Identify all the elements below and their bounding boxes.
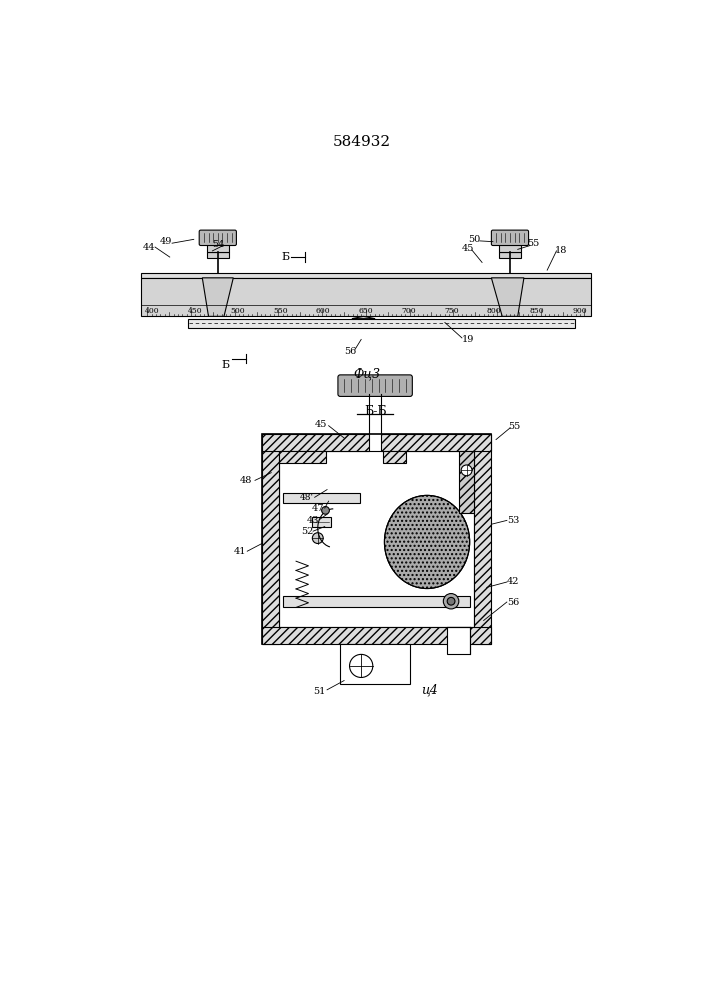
Text: 450: 450 — [187, 307, 202, 315]
Bar — [381, 434, 491, 451]
Bar — [141, 278, 590, 316]
Text: ц4: ц4 — [421, 683, 438, 696]
Text: 45: 45 — [315, 420, 327, 429]
Text: Б-Б: Б-Б — [364, 405, 387, 418]
Text: 53: 53 — [507, 516, 519, 525]
Bar — [499, 252, 521, 258]
Bar — [312, 517, 331, 527]
Text: 56: 56 — [344, 347, 356, 356]
Text: 41: 41 — [233, 547, 246, 556]
Ellipse shape — [349, 654, 373, 677]
Ellipse shape — [461, 465, 472, 476]
Text: 49: 49 — [160, 237, 172, 246]
Bar — [474, 434, 491, 644]
Text: Б: Б — [281, 252, 289, 262]
Text: 51: 51 — [313, 687, 325, 696]
Text: 400: 400 — [145, 307, 159, 315]
Bar — [141, 273, 590, 278]
Bar — [279, 451, 474, 627]
Text: 18: 18 — [555, 246, 567, 255]
Bar — [340, 644, 410, 684]
FancyBboxPatch shape — [338, 375, 412, 396]
Text: 44: 44 — [143, 243, 155, 252]
Text: 55: 55 — [508, 422, 521, 431]
Text: Б: Б — [221, 360, 230, 370]
FancyBboxPatch shape — [199, 230, 236, 246]
Ellipse shape — [322, 507, 329, 514]
Bar — [279, 451, 325, 463]
Bar — [499, 244, 521, 252]
Polygon shape — [202, 278, 233, 316]
Polygon shape — [352, 316, 375, 319]
Text: 500: 500 — [230, 307, 245, 315]
Bar — [262, 434, 491, 644]
Text: 850: 850 — [530, 307, 544, 315]
Bar — [262, 627, 491, 644]
Text: 50: 50 — [468, 235, 481, 244]
Ellipse shape — [448, 597, 455, 605]
Text: 19: 19 — [462, 335, 474, 344]
Text: 56: 56 — [507, 598, 519, 607]
Text: 45: 45 — [462, 244, 474, 253]
Polygon shape — [491, 278, 524, 316]
Text: 55: 55 — [527, 239, 539, 248]
Text: 800: 800 — [487, 307, 501, 315]
Bar — [448, 627, 470, 654]
Ellipse shape — [312, 533, 323, 544]
Bar — [283, 596, 470, 607]
Ellipse shape — [443, 594, 459, 609]
Text: 48: 48 — [240, 476, 252, 485]
Bar — [187, 319, 575, 328]
Text: 750: 750 — [444, 307, 459, 315]
Bar — [207, 244, 228, 252]
Text: 47: 47 — [312, 504, 324, 513]
Bar — [207, 252, 228, 258]
Text: 584932: 584932 — [333, 135, 391, 149]
Text: 900: 900 — [573, 307, 587, 315]
Text: 700: 700 — [402, 307, 416, 315]
Text: 54: 54 — [212, 240, 225, 249]
Text: Фц3: Фц3 — [354, 368, 381, 381]
Bar — [459, 451, 474, 513]
FancyBboxPatch shape — [491, 230, 529, 246]
Text: 650: 650 — [358, 307, 373, 315]
Bar — [383, 451, 406, 463]
Bar — [283, 493, 361, 503]
Text: 550: 550 — [273, 307, 288, 315]
Text: 600: 600 — [316, 307, 330, 315]
Ellipse shape — [385, 495, 469, 589]
Text: 42: 42 — [507, 578, 520, 586]
Text: 52: 52 — [300, 527, 313, 536]
Bar — [262, 434, 369, 451]
Bar — [262, 434, 279, 644]
Text: 48': 48' — [300, 493, 314, 502]
Text: 43: 43 — [307, 516, 320, 525]
